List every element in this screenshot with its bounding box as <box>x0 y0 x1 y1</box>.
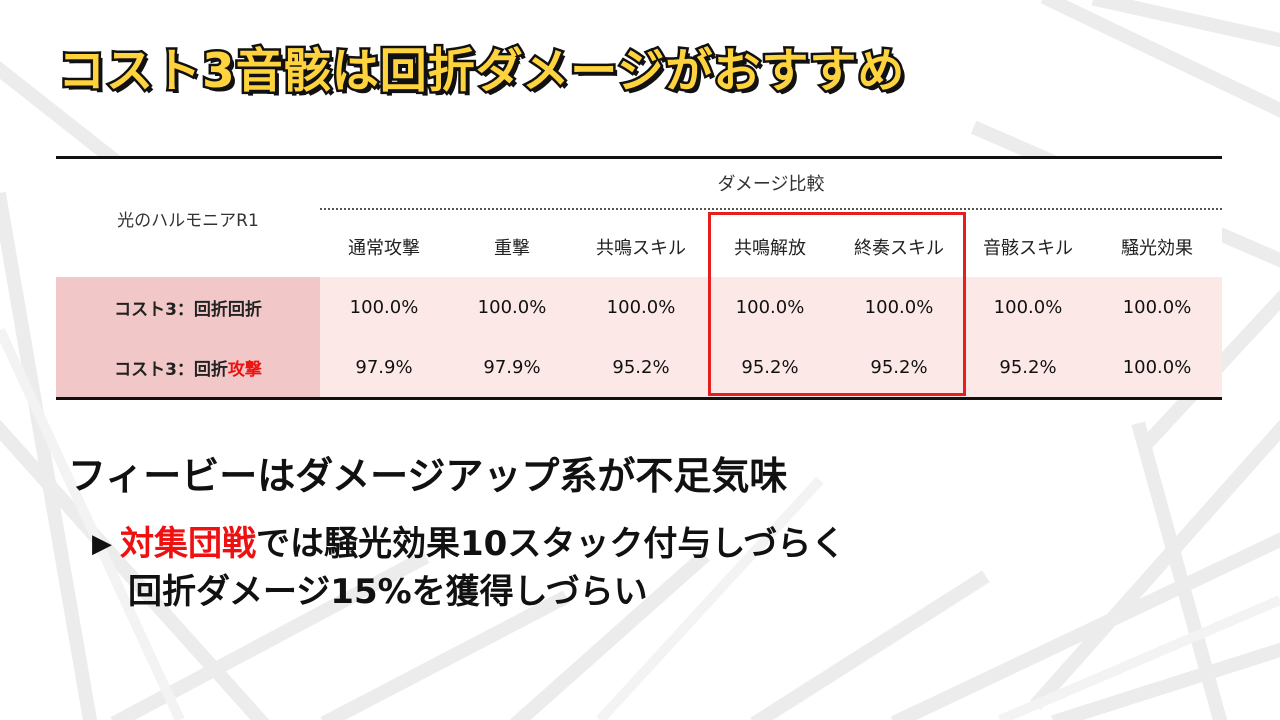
table-cell: 100.0% <box>1092 337 1223 399</box>
table-cell: 100.0% <box>576 277 706 337</box>
table-cell: 97.9% <box>320 337 448 399</box>
column-header: 重撃 <box>448 217 576 277</box>
table-row: コスト3：回折回折 100.0% 100.0% 100.0% 100.0% 10… <box>56 277 1223 337</box>
note-line1: では騒光効果10スタック付与しづらく <box>256 524 846 564</box>
row-header-accent: 攻撃 <box>227 359 262 380</box>
table-cell: 95.2% <box>834 337 964 399</box>
row-header: コスト3：回折攻撃 <box>56 337 320 399</box>
table-cell: 100.0% <box>706 277 834 337</box>
row-header: コスト3：回折回折 <box>56 277 320 337</box>
subheading: フィービーはダメージアップ系が不足気味 <box>68 454 788 498</box>
column-header: 共鳴解放 <box>706 217 834 277</box>
column-header: 通常攻撃 <box>320 217 448 277</box>
damage-comparison-table: 光のハルモニアR1 ダメージ比較 通常攻撃 重撃 共鳴スキル 共鳴解放 終奏スキ… <box>56 156 1223 400</box>
triangle-arrow-icon: ▶ <box>92 529 112 559</box>
column-header: 音骸スキル <box>964 217 1092 277</box>
column-header: 終奏スキル <box>834 217 964 277</box>
table-cell: 100.0% <box>834 277 964 337</box>
table-cell: 95.2% <box>706 337 834 399</box>
table-cell: 100.0% <box>320 277 448 337</box>
column-header: 共鳴スキル <box>576 217 706 277</box>
table-header-row-columns: 通常攻撃 重撃 共鳴スキル 共鳴解放 終奏スキル 音骸スキル 騒光効果 <box>56 217 1223 277</box>
table-cell: 100.0% <box>1092 277 1223 337</box>
damage-comparison-label: ダメージ比較 <box>320 170 1223 210</box>
table-header-row-group: 光のハルモニアR1 ダメージ比較 <box>56 157 1223 277</box>
row-header-text: コスト3：回折 <box>114 359 228 380</box>
table-cell: 100.0% <box>448 277 576 337</box>
damage-comparison-header: ダメージ比較 <box>320 157 1223 217</box>
table-cell: 95.2% <box>964 337 1092 399</box>
note-line2: 回折ダメージ15%を獲得しづらい <box>128 572 648 612</box>
note-bullet: ▶ 対集団戦では騒光効果10スタック付与しづらく 回折ダメージ15%を獲得しづらい <box>92 520 845 616</box>
note-accent: 対集団戦 <box>120 524 256 564</box>
column-header: 騒光効果 <box>1092 217 1223 277</box>
table-corner-label: 光のハルモニアR1 <box>56 157 320 277</box>
table-cell: 95.2% <box>576 337 706 399</box>
table-row: コスト3：回折攻撃 97.9% 97.9% 95.2% 95.2% 95.2% … <box>56 337 1223 399</box>
highlight-box <box>708 212 966 396</box>
page-title: コスト3音骸は回折ダメージがおすすめ <box>55 42 906 102</box>
row-header-text: コスト3：回折回折 <box>114 299 262 320</box>
table-cell: 97.9% <box>448 337 576 399</box>
table-cell: 100.0% <box>964 277 1092 337</box>
